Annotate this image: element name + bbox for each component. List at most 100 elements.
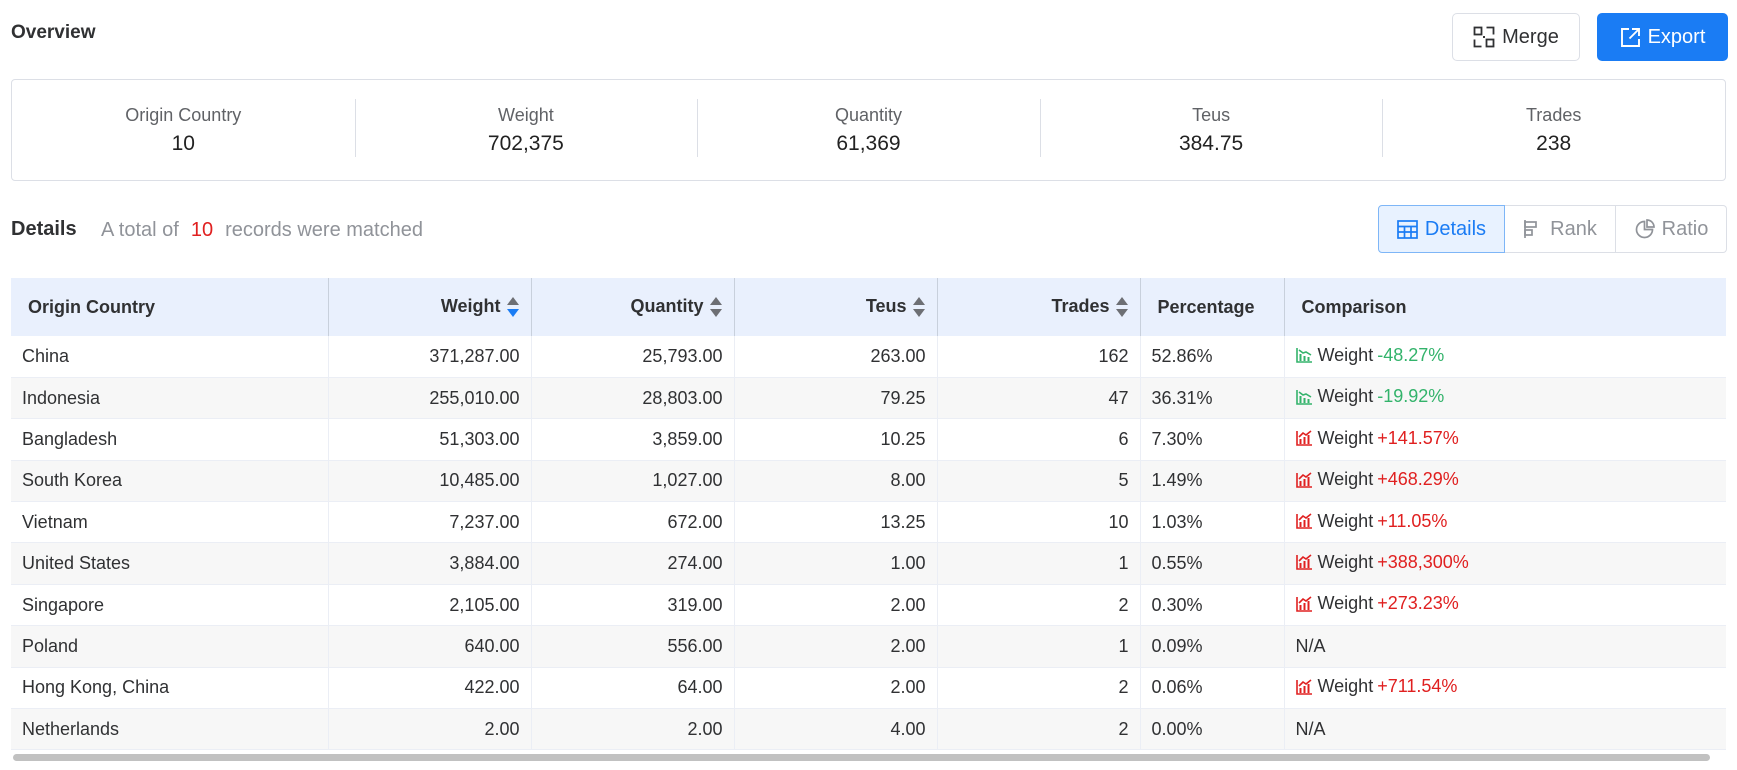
horizontal-scrollbar[interactable] (13, 754, 1710, 761)
comparison-change: +388,300% (1377, 551, 1469, 572)
summary-label: Trades (1525, 104, 1582, 125)
cell-origin-country: Vietnam (11, 501, 329, 544)
cell-comparison: Weight -19.92% (1284, 377, 1726, 420)
summary-label: Weight (498, 104, 554, 125)
export-icon (1620, 27, 1640, 47)
cell-teus: 4.00 (734, 708, 938, 751)
view-tabs: Details Rank Ratio (1378, 205, 1727, 253)
table-row[interactable]: Netherlands 2.00 2.00 4.00 2 0.00% N/A (11, 708, 1726, 751)
col-header-quantity[interactable]: Quantity (531, 278, 735, 336)
cell-trades: 2 (937, 708, 1141, 751)
export-button[interactable]: Export (1597, 13, 1728, 61)
cell-weight: 3,884.00 (328, 542, 532, 585)
cell-comparison: Weight +468.29% (1284, 460, 1726, 503)
table-header-row: Origin Country Weight Quantity Teus Trad… (11, 278, 1726, 336)
cell-teus: 10.25 (734, 418, 938, 461)
cell-trades: 1 (937, 542, 1141, 585)
cell-teus: 13.25 (734, 501, 938, 544)
cell-quantity: 2.00 (531, 708, 735, 751)
summary-value: 61,369 (836, 131, 901, 155)
comparison-value: Weight -48.27% (1295, 344, 1444, 366)
comparison-label: Weight (1317, 344, 1374, 365)
cell-origin-country: Bangladesh (11, 418, 329, 461)
cell-comparison: Weight +11.05% (1284, 501, 1726, 544)
col-header-trades[interactable]: Trades (937, 278, 1141, 336)
comparison-label: Weight (1317, 469, 1374, 490)
trend-up-chart-icon (1295, 471, 1312, 488)
details-table: Origin Country Weight Quantity Teus Trad… (11, 278, 1726, 751)
merge-button[interactable]: Merge (1452, 13, 1580, 61)
records-matched-text: A total of 10 records were matched (101, 219, 423, 242)
comparison-label: Weight (1317, 386, 1374, 407)
col-header-teus[interactable]: Teus (734, 278, 938, 336)
cell-origin-country: Poland (11, 625, 329, 668)
cell-origin-country: China (11, 336, 329, 378)
comparison-value: Weight +468.29% (1295, 469, 1459, 490)
trend-up-chart-icon (1295, 678, 1312, 695)
table-row[interactable]: Hong Kong, China 422.00 64.00 2.00 2 0.06% Wei… (11, 667, 1726, 710)
tab-ratio[interactable]: Ratio (1616, 205, 1727, 253)
cell-teus: 2.00 (734, 625, 938, 668)
sort-icon[interactable] (709, 296, 722, 318)
cell-quantity: 556.00 (531, 625, 735, 668)
summary-value: 238 (1536, 131, 1572, 155)
comparison-value: Weight +11.05% (1295, 511, 1447, 532)
comparison-change: +468.29% (1377, 469, 1459, 490)
table-icon (1397, 219, 1418, 239)
summary-trades: Trades 238 (1382, 80, 1725, 180)
comparison-value: Weight +273.23% (1295, 593, 1459, 614)
cell-weight: 2.00 (328, 708, 532, 751)
comparison-label: Weight (1317, 427, 1374, 448)
tab-rank-label: Rank (1550, 217, 1597, 240)
table-row[interactable]: United States 3,884.00 274.00 1.00 1 0.55% Wei… (11, 542, 1726, 585)
cell-quantity: 64.00 (531, 667, 735, 710)
table-row[interactable]: Bangladesh 51,303.00 3,859.00 10.25 6 7.30% We… (11, 418, 1726, 461)
cell-quantity: 672.00 (531, 501, 735, 544)
comparison-value: Weight -19.92% (1295, 386, 1444, 407)
cell-weight: 7,237.00 (328, 501, 532, 544)
comparison-value: Weight +388,300% (1295, 551, 1469, 573)
tab-details-label: Details (1424, 217, 1487, 240)
table-row[interactable]: Vietnam 7,237.00 672.00 13.25 10 1.03% Weight +… (11, 501, 1726, 544)
cell-quantity: 1,027.00 (531, 460, 735, 503)
table-row[interactable]: Indonesia 255,010.00 28,803.00 79.25 47 36.31… (11, 377, 1726, 420)
cell-teus: 8.00 (734, 460, 938, 503)
sort-icon[interactable] (506, 296, 519, 318)
table-row[interactable]: Singapore 2,105.00 319.00 2.00 2 0.30% Weight +… (11, 584, 1726, 627)
cell-origin-country: Indonesia (11, 377, 329, 420)
cell-quantity: 25,793.00 (531, 336, 735, 378)
cell-percentage: 7.30% (1140, 418, 1285, 461)
cell-comparison: Weight +711.54% (1284, 667, 1726, 710)
cell-origin-country: Hong Kong, China (11, 667, 329, 710)
table-row[interactable]: South Korea 10,485.00 1,027.00 8.00 5 1.49% We… (11, 460, 1726, 503)
table-row[interactable]: China 371,287.00 25,793.00 263.00 162 52.86% W… (11, 336, 1726, 378)
cell-trades: 10 (937, 501, 1141, 544)
comparison-change: +141.57% (1377, 427, 1459, 448)
col-header-weight[interactable]: Weight (328, 278, 532, 336)
col-header-percentage: Percentage (1140, 278, 1285, 336)
pie-icon (1635, 218, 1655, 238)
cell-weight: 2,105.00 (328, 584, 532, 627)
cell-comparison: N/A (1284, 625, 1726, 668)
details-title: Details (11, 218, 77, 240)
comparison-value: Weight +711.54% (1295, 676, 1457, 697)
table-row[interactable]: Poland 640.00 556.00 2.00 1 0.09% N/A (11, 625, 1726, 668)
cell-weight: 371,287.00 (328, 336, 532, 378)
sort-icon[interactable] (1115, 296, 1128, 318)
cell-percentage: 0.09% (1140, 625, 1285, 668)
cell-percentage: 1.03% (1140, 501, 1285, 544)
merge-icon (1473, 26, 1495, 48)
trend-up-chart-icon (1295, 430, 1312, 447)
cell-comparison: Weight +141.57% (1284, 418, 1726, 461)
cell-origin-country: South Korea (11, 460, 329, 503)
total-prefix: A total of (101, 219, 179, 241)
cell-comparison: Weight -48.27% (1284, 336, 1726, 378)
cell-origin-country: Singapore (11, 584, 329, 627)
tab-rank[interactable]: Rank (1505, 205, 1616, 253)
total-suffix: records were matched (225, 219, 423, 241)
overview-title: Overview (11, 22, 96, 43)
tab-details[interactable]: Details (1378, 205, 1505, 253)
sort-icon[interactable] (912, 296, 925, 318)
summary-label: Origin Country (125, 104, 242, 125)
